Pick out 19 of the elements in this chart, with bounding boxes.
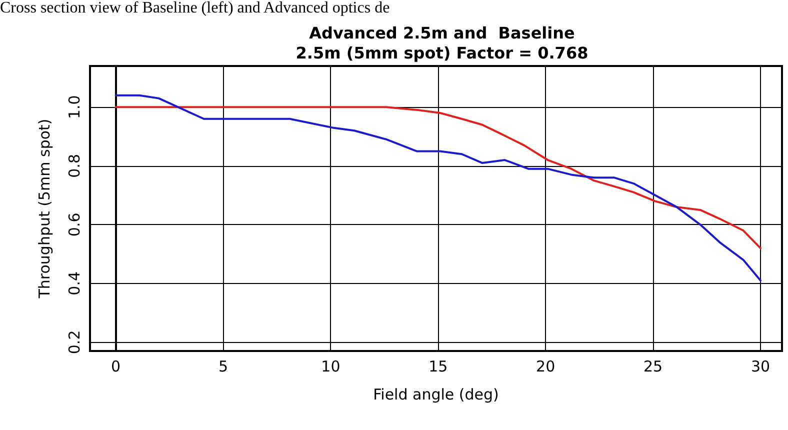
y-tick-label: 0.6 bbox=[66, 212, 84, 237]
y-tick-label: 1.0 bbox=[66, 95, 84, 120]
line-series bbox=[114, 106, 762, 250]
line-series bbox=[114, 94, 762, 282]
y-tick-label: 0.4 bbox=[66, 271, 84, 296]
chart-title: Advanced 2.5m and Baseline bbox=[309, 24, 576, 42]
x-tick-label: 5 bbox=[218, 358, 228, 376]
x-tick-label: 30 bbox=[750, 358, 770, 376]
x-tick-label: 0 bbox=[111, 358, 121, 376]
x-tick-label: 10 bbox=[321, 358, 340, 376]
y-axis-title: Throughput (5mm spot) bbox=[36, 118, 54, 300]
x-tick-label: 20 bbox=[536, 358, 556, 376]
chart-subtitle: 2.5m (5mm spot) Factor = 0.768 bbox=[296, 44, 588, 62]
text: Cross section view of Baseline (left) and Advanced optics de bbox=[0, 0, 390, 16]
x-axis-title: Field angle (deg) bbox=[373, 386, 499, 404]
y-tick-label: 0.8 bbox=[66, 154, 84, 178]
x-tick-label: 25 bbox=[644, 358, 663, 376]
y-tick-label: 0.2 bbox=[66, 330, 84, 354]
x-tick-label: 15 bbox=[428, 358, 448, 376]
